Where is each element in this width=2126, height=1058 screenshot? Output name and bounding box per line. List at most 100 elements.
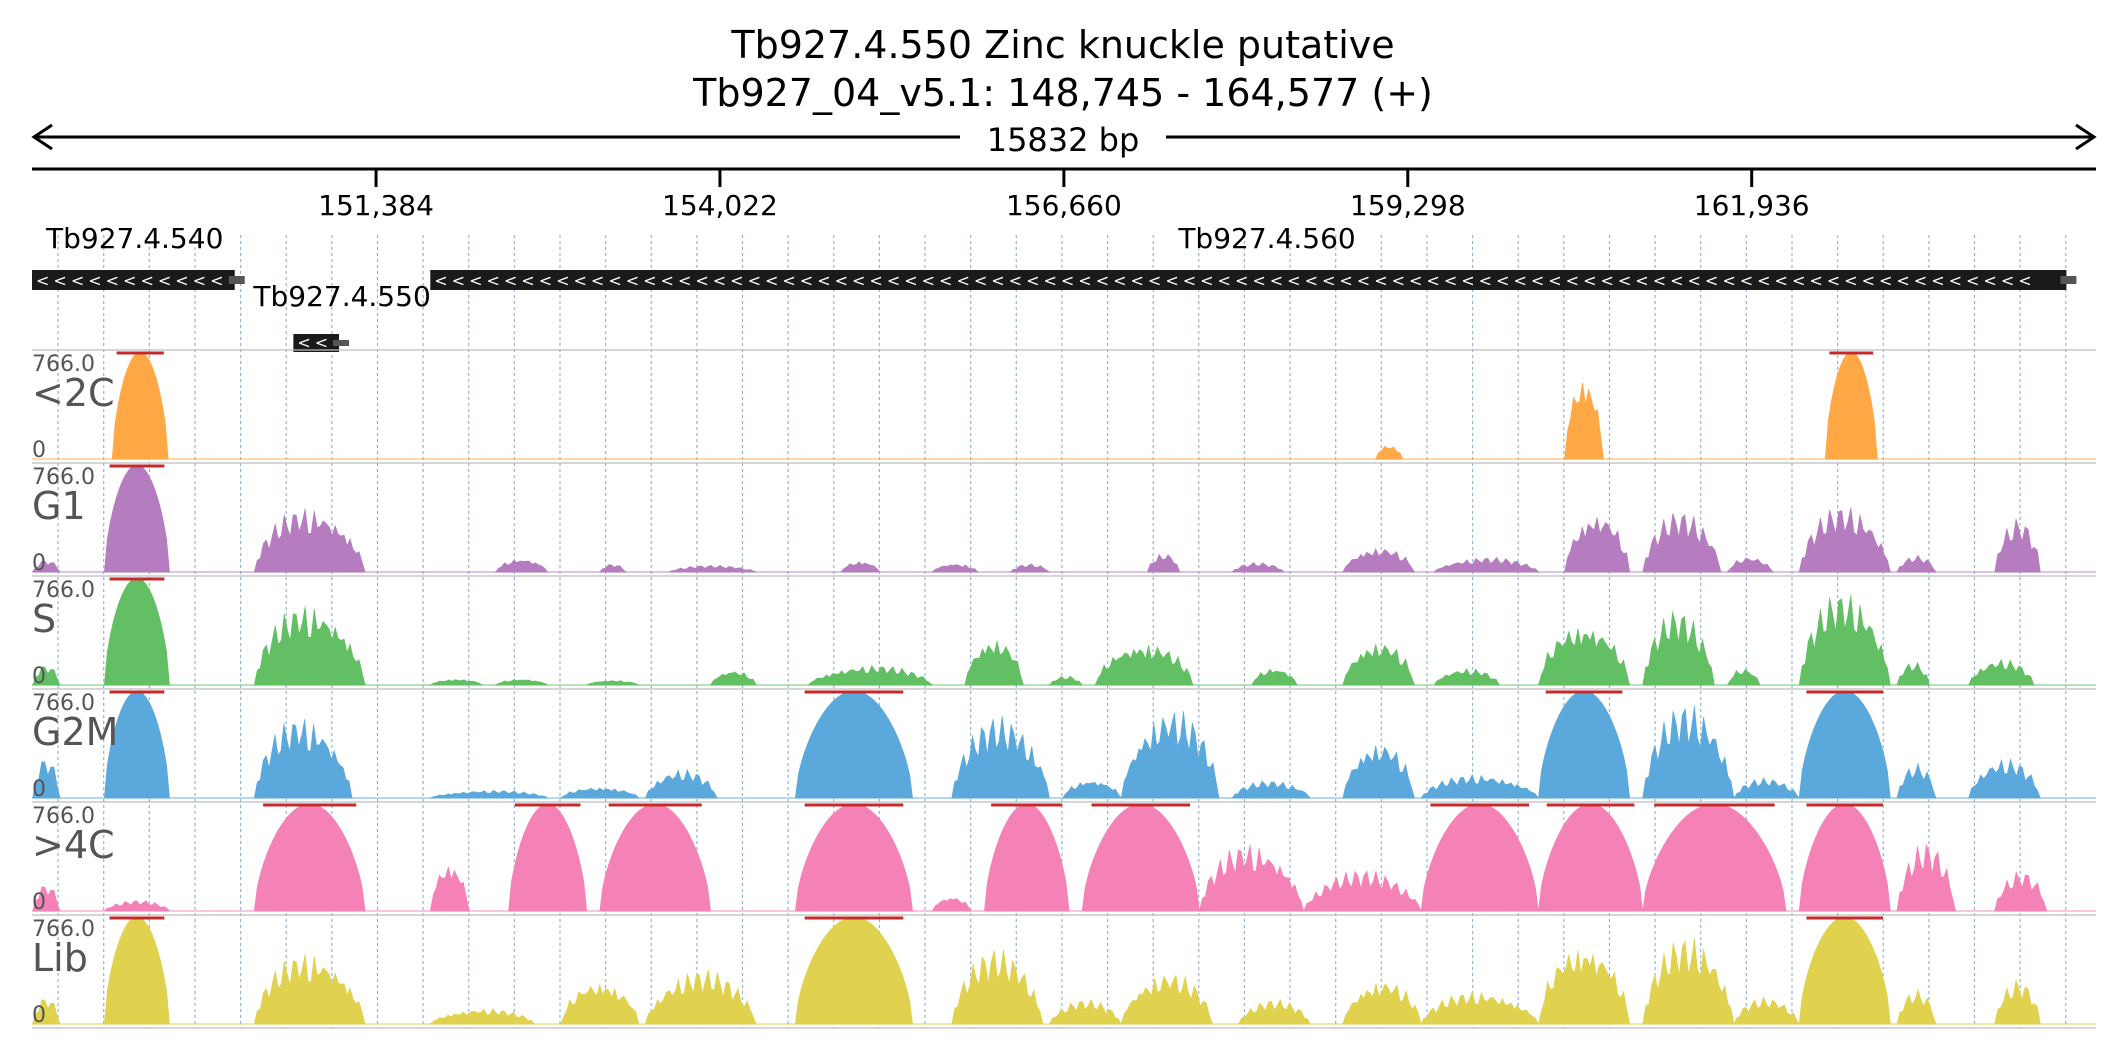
coverage-area: [931, 564, 979, 573]
coverage-area: [1538, 690, 1631, 799]
coverage-area: [644, 969, 757, 1025]
coverage-area: [1798, 916, 1891, 1025]
gene-bar: [293, 334, 340, 352]
gene-label: Tb927.4.550: [252, 280, 430, 313]
coverage-area: [1994, 518, 2041, 573]
coverage-area: [1420, 990, 1539, 1025]
coverage-area: [599, 803, 711, 912]
coverage-area: [1433, 556, 1540, 573]
coverage-area: [1896, 661, 1930, 686]
x-tick-label: 154,022: [662, 189, 778, 222]
gene-title: Tb927.4.550 Zinc knuckle putative: [731, 23, 1395, 67]
coverage-area: [1231, 562, 1286, 573]
track-ymin-label: 0: [32, 890, 46, 915]
coverage-area: [253, 803, 366, 912]
coverage-area: [1538, 950, 1631, 1025]
coverage-area: [1726, 669, 1761, 686]
coverage-area: [951, 949, 1044, 1025]
coverage-area: [1342, 983, 1422, 1025]
coverage-area: [559, 787, 640, 799]
coverage-area: [1968, 758, 2041, 799]
coverage-area: [429, 866, 470, 912]
coverage-area: [1642, 938, 1735, 1025]
coverage-area: [1251, 668, 1298, 686]
coverage-area: [599, 564, 627, 573]
coverage-area: [508, 803, 588, 912]
coverage-area: [1538, 803, 1644, 912]
strand-arrows-icon: <<<<<<<<<<<<<<<<<<<<<<<<<<<<<<<<<<<<<<<<…: [434, 271, 2035, 290]
coverage-area: [668, 564, 757, 573]
track-name: >4C: [32, 823, 115, 867]
coverage-area: [1968, 658, 2035, 686]
coverage-area: [111, 351, 169, 460]
coverage-area: [931, 898, 972, 912]
coverage-area: [1642, 513, 1722, 573]
coverage-area: [1642, 803, 1787, 912]
track-ymax-label: 766.0: [32, 465, 95, 490]
x-tick-label: 151,384: [318, 189, 434, 222]
track-ymin-label: 0: [32, 777, 46, 802]
coverage-area: [1120, 711, 1220, 799]
coverage-area: [103, 900, 171, 912]
coverage-area: [1642, 611, 1715, 686]
coverage-area: [1824, 351, 1878, 460]
coverage-area: [964, 640, 1024, 686]
coverage-area: [1199, 844, 1305, 912]
coverage-area: [253, 719, 353, 799]
coverage-area: [807, 664, 933, 686]
strand-arrows-icon: <<<<<<<<<<<: [36, 271, 227, 290]
coverage-area: [1420, 774, 1539, 799]
coverage-area: [1726, 557, 1774, 573]
coverage-area: [494, 559, 549, 573]
coverage-area: [104, 577, 170, 686]
coverage-area: [1564, 517, 1631, 573]
coverage-area: [1433, 668, 1500, 686]
track-name: Lib: [32, 936, 88, 980]
coverage-area: [1994, 979, 2041, 1025]
coverage-area: [560, 983, 640, 1025]
track-ymin-label: 0: [32, 438, 46, 463]
gene-label: Tb927.4.540: [45, 222, 223, 255]
arrow-head-left-icon: [31, 123, 53, 151]
coverage-area: [984, 803, 1070, 912]
gene-bar: [430, 270, 2067, 290]
coverage-area: [495, 679, 549, 686]
coverage-area: [1048, 675, 1083, 686]
strand-arrows-icon: <<: [297, 333, 332, 352]
coverage-area: [1374, 446, 1404, 460]
coverage-area: [32, 560, 61, 573]
coverage-area: [1733, 996, 1800, 1025]
coverage-area: [1342, 644, 1415, 686]
coverage-area: [1798, 594, 1891, 686]
coverage-area: [429, 1008, 536, 1025]
x-tick-label: 156,660: [1006, 189, 1122, 222]
coverage-area: [1896, 988, 1937, 1025]
coverage-area: [104, 464, 170, 573]
locus-label: Tb927_04_v5.1: 148,745 - 164,577 (+): [693, 71, 1433, 115]
coverage-area: [253, 954, 366, 1025]
coverage-area: [1231, 780, 1311, 799]
coverage-area: [794, 803, 913, 912]
gene-end-cap: [228, 276, 245, 284]
coverage-area: [1733, 777, 1800, 799]
coverage-area: [1798, 803, 1891, 912]
track-name: G1: [32, 484, 86, 528]
gene-bar: [32, 270, 235, 290]
coverage-area: [794, 690, 913, 799]
coverage-area: [951, 715, 1050, 799]
coverage-area: [1094, 645, 1194, 686]
coverage-area: [1146, 553, 1181, 573]
track-ymax-label: 766.0: [32, 917, 95, 942]
coverage-area: [1564, 382, 1604, 460]
coverage-area: [1798, 690, 1891, 799]
coverage-area: [1061, 782, 1122, 799]
x-tick-label: 161,936: [1694, 189, 1810, 222]
coverage-area: [1342, 745, 1415, 799]
track-ymax-label: 766.0: [32, 691, 95, 716]
coverage-area: [1896, 762, 1937, 799]
coverage-area: [644, 768, 718, 799]
arrow-head-right-icon: [2075, 123, 2097, 151]
coverage-area: [1238, 998, 1311, 1025]
coverage-area: [1798, 507, 1891, 573]
